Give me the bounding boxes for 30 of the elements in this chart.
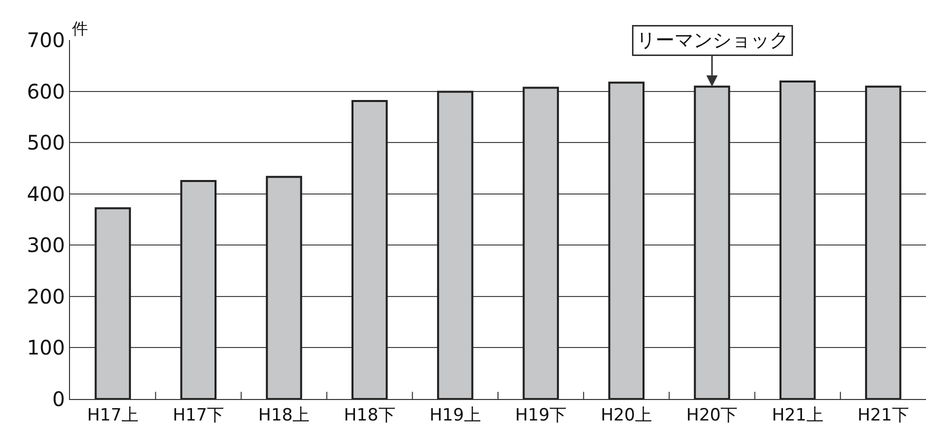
bar bbox=[865, 86, 902, 399]
y-axis-title: 件 bbox=[72, 19, 88, 38]
y-tick-label: 700 bbox=[26, 28, 65, 52]
bar bbox=[94, 207, 131, 399]
x-tick-label: H19下 bbox=[515, 405, 567, 426]
y-tick-label: 400 bbox=[26, 182, 65, 206]
x-tick-label: H20上 bbox=[600, 405, 652, 426]
bar bbox=[522, 86, 559, 399]
y-tick-label: 0 bbox=[52, 387, 65, 411]
x-tick-label: H21下 bbox=[857, 405, 909, 426]
bar bbox=[351, 100, 388, 399]
bar bbox=[180, 180, 217, 399]
y-tick-label: 300 bbox=[26, 233, 65, 258]
bar bbox=[779, 80, 816, 399]
annotation: リーマンショック bbox=[636, 30, 788, 52]
x-tick-label: H17下 bbox=[172, 405, 224, 426]
bar bbox=[608, 82, 645, 399]
x-tick-label: H18下 bbox=[344, 405, 396, 426]
x-tick-label: H20下 bbox=[686, 405, 738, 426]
y-tick-label: 100 bbox=[26, 336, 65, 360]
x-tick-label: H21上 bbox=[772, 405, 824, 426]
bar bbox=[694, 86, 730, 399]
y-tick-label: 500 bbox=[26, 130, 65, 155]
bar bbox=[266, 176, 302, 399]
y-tick-label: 600 bbox=[26, 79, 65, 104]
x-tick-label: H17上 bbox=[87, 405, 139, 426]
y-tick-label: 200 bbox=[26, 284, 65, 308]
x-tick-label: H19上 bbox=[429, 405, 481, 426]
bar bbox=[437, 90, 474, 399]
x-tick-label: H18上 bbox=[258, 405, 310, 426]
